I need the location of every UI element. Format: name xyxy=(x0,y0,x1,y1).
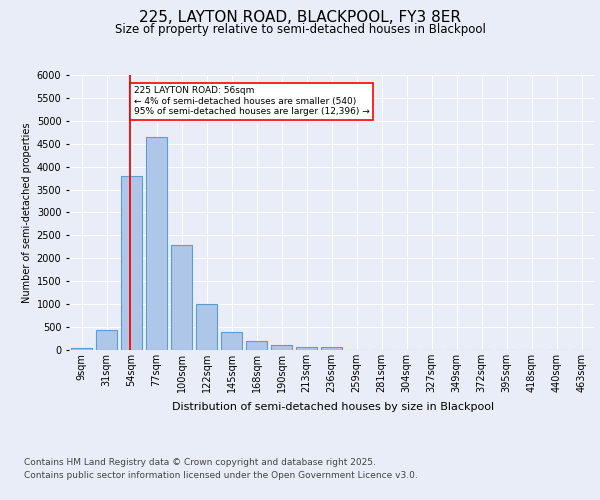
Text: Distribution of semi-detached houses by size in Blackpool: Distribution of semi-detached houses by … xyxy=(172,402,494,412)
Bar xyxy=(121,176,142,350)
Bar xyxy=(271,346,292,350)
Text: 225, LAYTON ROAD, BLACKPOOL, FY3 8ER: 225, LAYTON ROAD, BLACKPOOL, FY3 8ER xyxy=(139,10,461,25)
Bar xyxy=(196,304,217,350)
Bar xyxy=(146,137,167,350)
Text: 225 LAYTON ROAD: 56sqm
← 4% of semi-detached houses are smaller (540)
95% of sem: 225 LAYTON ROAD: 56sqm ← 4% of semi-deta… xyxy=(134,86,370,117)
Text: Size of property relative to semi-detached houses in Blackpool: Size of property relative to semi-detach… xyxy=(115,24,485,36)
Bar xyxy=(246,341,267,350)
Y-axis label: Number of semi-detached properties: Number of semi-detached properties xyxy=(22,122,32,302)
Text: Contains HM Land Registry data © Crown copyright and database right 2025.: Contains HM Land Registry data © Crown c… xyxy=(24,458,376,467)
Bar xyxy=(171,244,192,350)
Bar xyxy=(96,330,117,350)
Text: Contains public sector information licensed under the Open Government Licence v3: Contains public sector information licen… xyxy=(24,472,418,480)
Bar xyxy=(71,348,92,350)
Bar xyxy=(321,346,342,350)
Bar xyxy=(296,346,317,350)
Bar xyxy=(221,332,242,350)
